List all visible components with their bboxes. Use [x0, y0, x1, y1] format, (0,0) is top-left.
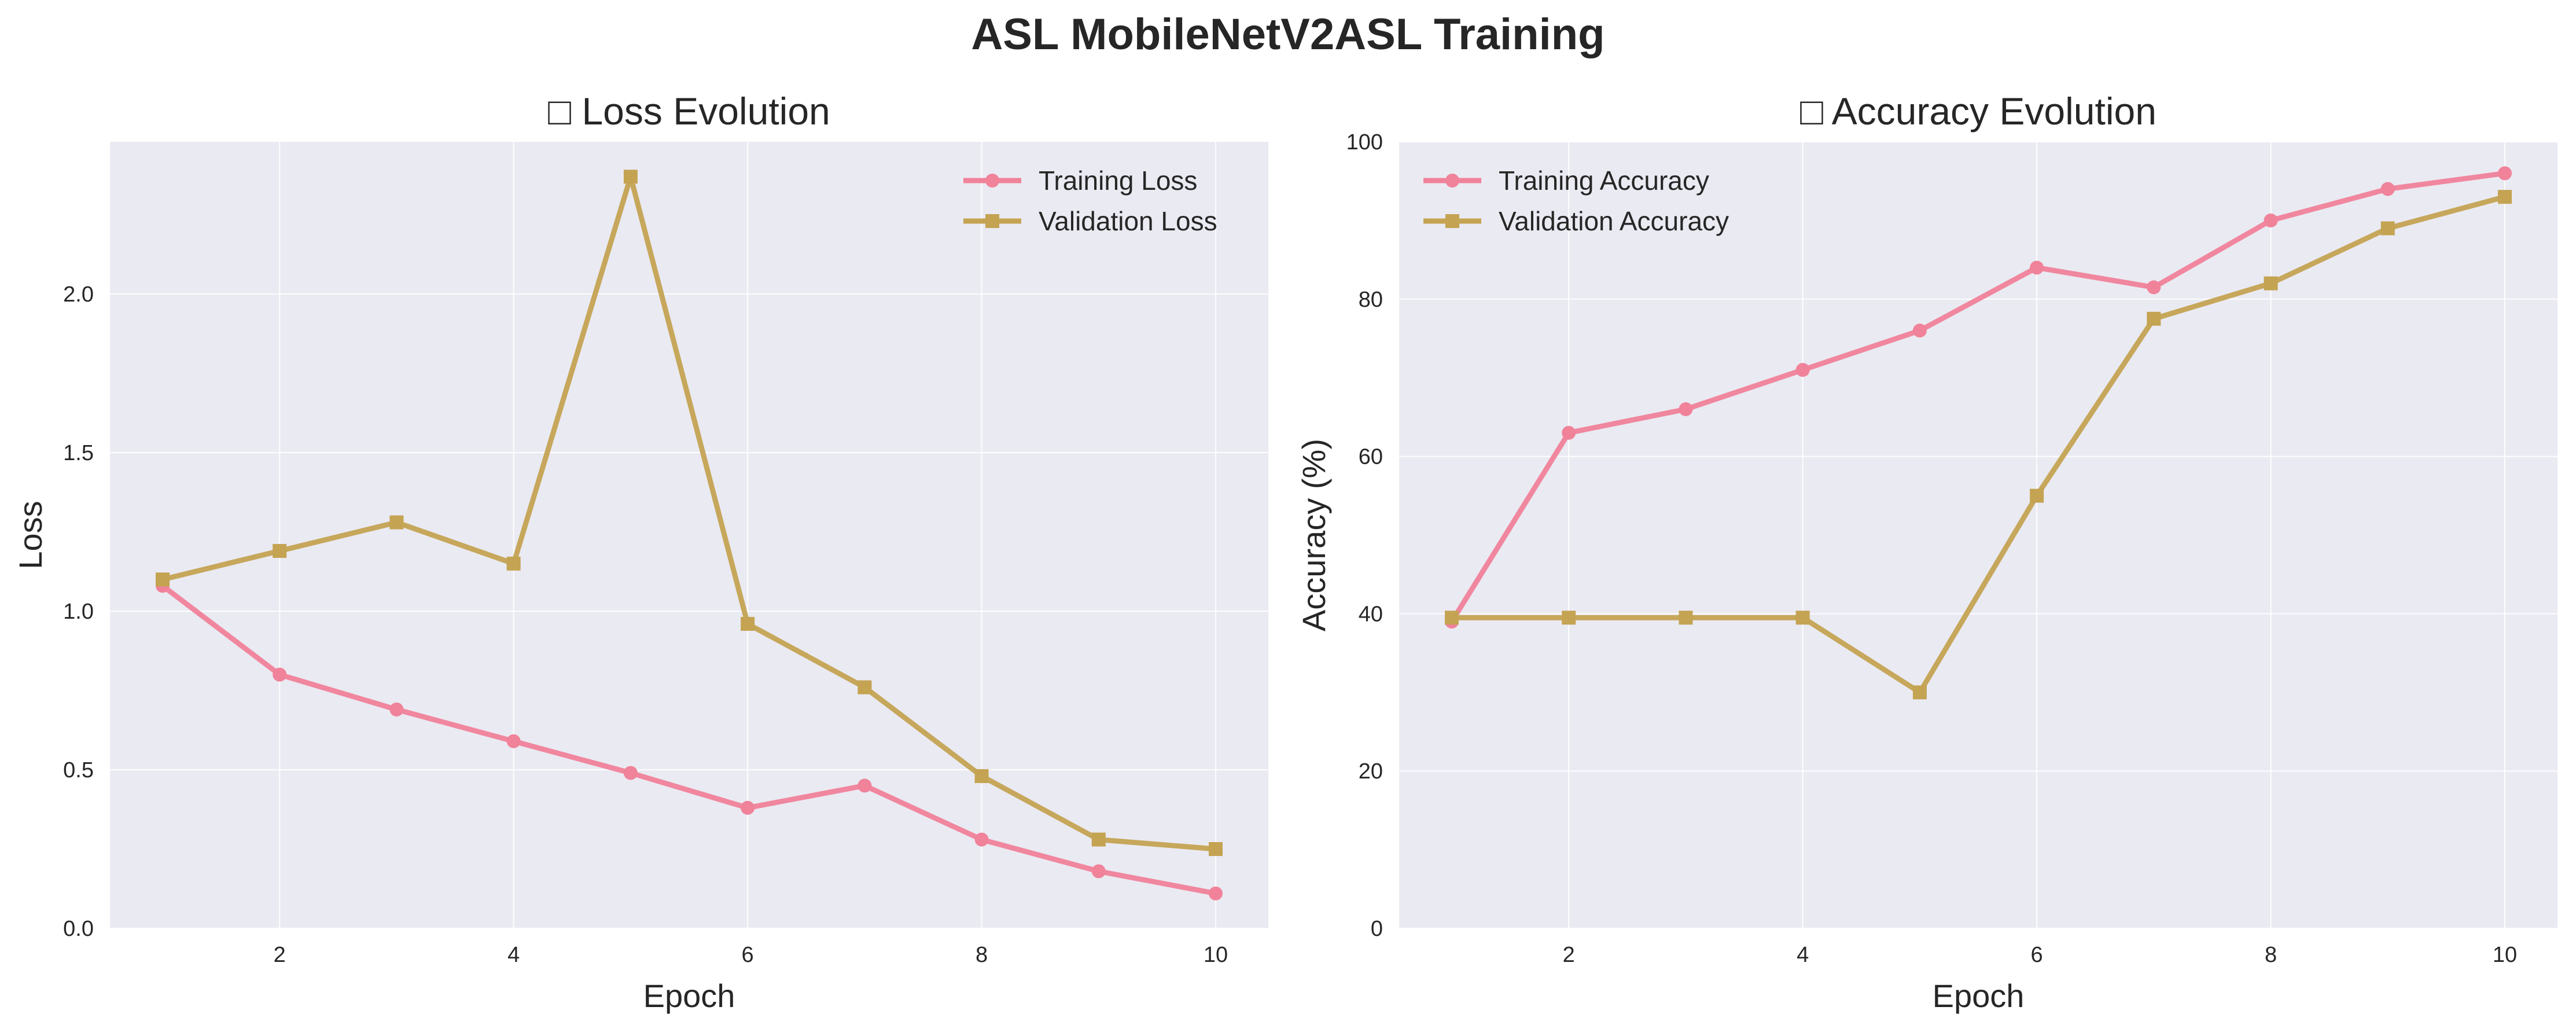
data-point — [506, 734, 521, 748]
chart-title: □ Accuracy Evolution — [1800, 90, 2157, 133]
legend-label: Training Accuracy — [1499, 166, 1709, 196]
y-tick-label: 1.5 — [63, 441, 94, 465]
x-axis-label: Epoch — [1933, 978, 2025, 1014]
data-point — [1209, 886, 1223, 901]
y-axis-label: Accuracy (%) — [1296, 439, 1332, 631]
series-line-training-accuracy — [1449, 170, 2508, 624]
plot-area — [1399, 142, 2557, 928]
data-point — [2498, 190, 2512, 204]
series-line-training-loss — [160, 583, 1219, 897]
legend-label: Validation Accuracy — [1499, 206, 1729, 236]
x-tick-label: 2 — [274, 943, 286, 967]
y-tick-label: 0.5 — [63, 758, 94, 782]
data-point — [623, 766, 638, 780]
data-point — [2380, 221, 2395, 236]
data-point — [2498, 166, 2512, 181]
data-point — [1795, 611, 1810, 625]
series-line-validation-accuracy — [1449, 194, 2508, 695]
data-point — [1679, 611, 1693, 625]
data-point — [741, 800, 755, 815]
x-tick-label: 10 — [2493, 943, 2517, 967]
y-tick-label: 40 — [1359, 602, 1383, 626]
legend-marker — [1445, 214, 1459, 228]
chart-title: □ Loss Evolution — [548, 90, 830, 133]
data-point — [273, 543, 287, 558]
y-tick-label: 0.0 — [63, 917, 94, 941]
y-tick-label: 60 — [1359, 445, 1383, 469]
y-axis-label: Loss — [12, 501, 49, 569]
x-tick-label: 10 — [1204, 943, 1228, 967]
data-point — [506, 556, 521, 571]
data-point — [2147, 280, 2161, 295]
data-point — [389, 702, 404, 717]
x-tick-label: 6 — [2031, 943, 2043, 967]
data-point — [2030, 260, 2044, 275]
data-point — [1795, 363, 1810, 377]
data-point — [1091, 832, 1106, 847]
series-line-validation-loss — [160, 174, 1219, 852]
data-point — [1562, 611, 1576, 625]
data-point — [623, 170, 638, 184]
data-point — [1209, 842, 1223, 857]
legend-label: Validation Loss — [1039, 206, 1217, 236]
chart-panel-0: 2 4 6 8 10 0.0 0.5 1.0 1.5 2.0 Epoch Loss □ Loss Evo… — [12, 90, 1268, 1014]
y-tick-label: 0 — [1371, 917, 1383, 941]
data-point — [1562, 425, 1576, 440]
data-point — [1445, 611, 1459, 625]
data-point — [858, 778, 872, 793]
data-point — [156, 572, 170, 587]
data-point — [2380, 182, 2395, 196]
y-tick-label: 100 — [1346, 130, 1383, 155]
data-point — [2147, 311, 2161, 326]
data-point — [1912, 324, 1927, 338]
y-tick-label: 20 — [1359, 759, 1383, 784]
x-tick-label: 6 — [742, 943, 754, 967]
x-tick-label: 2 — [1563, 943, 1575, 967]
x-tick-label: 8 — [976, 943, 988, 967]
legend-marker — [985, 174, 999, 188]
legend-label: Training Loss — [1039, 166, 1197, 196]
data-point — [974, 769, 989, 783]
data-point — [273, 667, 287, 682]
data-point — [2264, 276, 2278, 291]
x-tick-label: 8 — [2265, 943, 2277, 967]
legend-marker — [985, 214, 999, 228]
data-point — [741, 616, 755, 631]
data-point — [2264, 213, 2278, 227]
data-point — [1912, 685, 1927, 700]
data-point — [858, 680, 872, 695]
figure-title: ASL MobileNetV2ASL Training — [971, 10, 1605, 59]
x-axis-label: Epoch — [643, 978, 735, 1014]
y-tick-label: 1.0 — [63, 600, 94, 624]
plot-area — [110, 142, 1268, 928]
y-tick-label: 2.0 — [63, 282, 94, 307]
data-point — [2030, 488, 2044, 503]
y-tick-label: 80 — [1359, 288, 1383, 312]
data-point — [389, 515, 404, 530]
x-tick-label: 4 — [1797, 943, 1809, 967]
data-point — [1679, 402, 1693, 417]
data-point — [974, 832, 989, 847]
legend-marker — [1445, 174, 1459, 188]
x-tick-label: 4 — [507, 943, 520, 967]
data-point — [1091, 864, 1106, 879]
